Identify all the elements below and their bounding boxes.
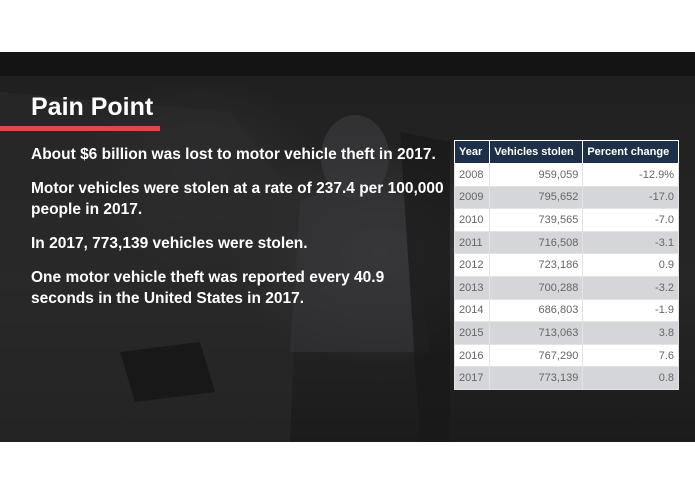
fact-item: About $6 billion was lost to motor vehic… (31, 146, 436, 163)
slide: Pain Point About $6 billion was lost to … (0, 52, 695, 442)
slide-title: Pain Point (31, 93, 154, 121)
cell-year: 2014 (453, 298, 491, 323)
cell-percent-change: -17.0 (582, 185, 679, 210)
cell-percent-change: 0.9 (582, 253, 679, 277)
cell-year: 2008 (453, 163, 491, 187)
cell-vehicles-stolen: 767,290 (489, 343, 584, 368)
table-row: 2008 959,059 -12.9% (453, 163, 679, 187)
cell-percent-change: -12.9% (582, 163, 679, 187)
cell-vehicles-stolen: 959,059 (489, 163, 584, 187)
cell-percent-change: -3.2 (582, 275, 679, 300)
cell-year: 2012 (453, 253, 491, 277)
theft-table: Year Vehicles stolen Percent change 2008… (453, 140, 679, 390)
cell-year: 2010 (453, 208, 491, 232)
cell-percent-change: -1.9 (582, 298, 679, 323)
cell-year: 2009 (453, 185, 491, 210)
cell-percent-change: 7.6 (582, 343, 679, 368)
cell-percent-change: 3.8 (582, 321, 679, 345)
facts-list: About $6 billion was lost to motor vehic… (31, 144, 451, 322)
fact-item: One motor vehicle theft was reported eve… (31, 269, 385, 307)
header-vehicles-stolen: Vehicles stolen (489, 140, 584, 164)
fact-item: In 2017, 773,139 vehicles were stolen. (31, 235, 308, 252)
cell-year: 2011 (453, 230, 491, 255)
cell-percent-change: -7.0 (582, 208, 679, 232)
fact-item: Motor vehicles were stolen at a rate of … (31, 180, 444, 218)
cell-vehicles-stolen: 716,508 (489, 230, 584, 255)
cell-percent-change: 0.8 (582, 366, 679, 390)
table-row: 2010 739,565 -7.0 (453, 208, 679, 232)
table-row: 2014 686,803 -1.9 (453, 298, 679, 323)
table-row: 2011 716,508 -3.1 (453, 230, 679, 255)
table-row: 2013 700,288 -3.2 (453, 275, 679, 300)
table-header-row: Year Vehicles stolen Percent change (453, 140, 679, 164)
cell-vehicles-stolen: 795,652 (489, 185, 584, 210)
header-year: Year (453, 140, 491, 164)
cell-vehicles-stolen: 700,288 (489, 275, 584, 300)
table-row: 2012 723,186 0.9 (453, 253, 679, 277)
cell-vehicles-stolen: 723,186 (489, 253, 584, 277)
cell-year: 2016 (453, 343, 491, 368)
cell-percent-change: -3.1 (582, 230, 679, 255)
header-percent-change: Percent change (582, 140, 679, 164)
top-band (0, 52, 695, 76)
table-row: 2015 713,063 3.8 (453, 321, 679, 345)
cell-year: 2015 (453, 321, 491, 345)
table-row: 2016 767,290 7.6 (453, 343, 679, 368)
cell-vehicles-stolen: 713,063 (489, 321, 584, 345)
background-photo (0, 92, 450, 442)
table-row: 2017 773,139 0.8 (453, 366, 679, 390)
title-accent-bar (0, 126, 160, 131)
cell-year: 2013 (453, 275, 491, 300)
cell-vehicles-stolen: 739,565 (489, 208, 584, 232)
cell-vehicles-stolen: 773,139 (489, 366, 584, 390)
table-row: 2009 795,652 -17.0 (453, 185, 679, 210)
cell-year: 2017 (453, 366, 491, 390)
cell-vehicles-stolen: 686,803 (489, 298, 584, 323)
